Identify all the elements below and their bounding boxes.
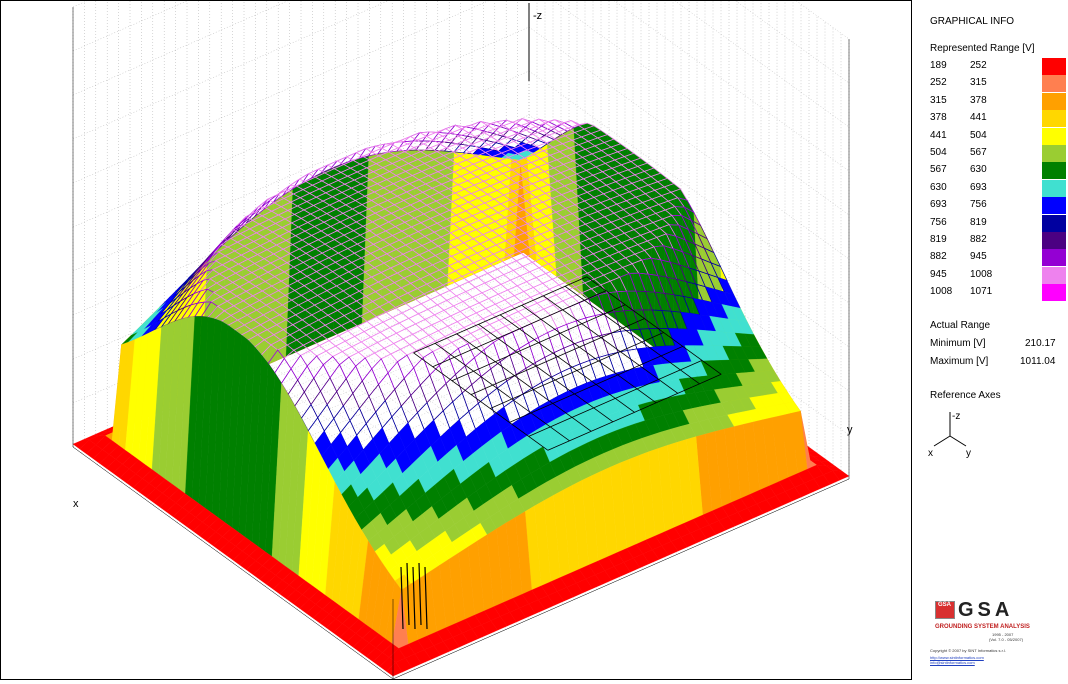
legend-from-0: 189 xyxy=(930,60,947,71)
legend-to-13: 1071 xyxy=(970,286,993,298)
legend-to-7: 693 xyxy=(970,181,987,193)
surface-cell xyxy=(386,661,403,677)
range-heading: Represented Range [V] xyxy=(930,43,1035,54)
legend-from-10: 819 xyxy=(930,234,947,245)
legend-to-4: 504 xyxy=(970,129,987,141)
legend-swatch-1 xyxy=(1042,75,1066,93)
legend-from-1: 252 xyxy=(930,77,947,89)
grounding-grid xyxy=(413,276,722,451)
legend-to-2: 378 xyxy=(970,94,987,106)
legend-swatch-8 xyxy=(1042,197,1066,215)
axis-x-label: x xyxy=(73,498,79,510)
legend-from-9: 756 xyxy=(930,216,947,228)
legend-from-13: 1008 xyxy=(930,286,953,298)
logo-website-link[interactable]: http://www.sintinformatics.com xyxy=(930,655,984,660)
reference-axis-y-label: y xyxy=(966,448,971,459)
ground-rods xyxy=(400,562,428,630)
legend-swatch-11 xyxy=(1042,249,1066,267)
panel-heading: GRAPHICAL INFO xyxy=(930,16,1015,27)
graphical-info-panel: GRAPHICAL INFO Represented Range [V] 189… xyxy=(912,0,1068,680)
logo-years: 1995 - 2007 xyxy=(992,632,1014,637)
actual-range-heading: Actual Range xyxy=(930,320,991,331)
legend-swatch-4 xyxy=(1042,127,1066,145)
legend-to-10: 882 xyxy=(970,234,987,245)
legend-swatch-3 xyxy=(1042,110,1066,128)
reference-axis-z-label: -z xyxy=(952,411,961,422)
legend-from-3: 378 xyxy=(930,112,947,124)
legend-from-4: 441 xyxy=(930,129,947,141)
reference-axes-icon xyxy=(933,412,967,447)
logo-subtitle: GROUNDING SYSTEM ANALYSIS xyxy=(935,624,1030,630)
reference-axes-heading: Reference Axes xyxy=(930,390,1001,401)
gsa-logo-text: GSA xyxy=(958,599,1014,621)
legend-swatch-12 xyxy=(1042,266,1066,284)
legend-swatch-0 xyxy=(1042,58,1066,75)
legend-from-12: 945 xyxy=(930,268,947,280)
legend-to-9: 819 xyxy=(970,216,987,228)
legend-from-6: 567 xyxy=(930,164,947,176)
logo-email-link[interactable]: info@sintinformatics.com xyxy=(930,660,975,665)
legend-swatch-7 xyxy=(1042,179,1066,197)
legend-from-2: 315 xyxy=(930,94,947,106)
legend-to-6: 630 xyxy=(970,164,987,176)
logo-copyright: Copyright © 2007 by SINT Informatics s.r… xyxy=(930,648,1006,653)
legend-to-8: 756 xyxy=(970,199,987,211)
axis-y-label: y xyxy=(847,424,853,436)
legend-from-5: 504 xyxy=(930,147,947,158)
potential-surface xyxy=(72,118,850,677)
minimum-label: Minimum [V] xyxy=(930,338,986,349)
legend-to-0: 252 xyxy=(970,60,987,71)
legend-from-7: 630 xyxy=(930,181,947,193)
surface-plot[interactable]: -z x y xyxy=(1,0,911,680)
bounding-box xyxy=(72,7,850,680)
maximum-value: 1011.04 xyxy=(1020,356,1056,367)
legend-to-12: 1008 xyxy=(970,268,993,280)
logo-version: (Vol. 7.0 - 05/2007) xyxy=(989,637,1024,642)
legend-swatch-6 xyxy=(1042,162,1066,180)
axis-z-label: -z xyxy=(533,10,542,22)
legend-swatch-13 xyxy=(1042,284,1066,302)
plot-area[interactable]: -z x y xyxy=(0,0,912,680)
legend-swatch-5 xyxy=(1042,145,1066,162)
legend-to-1: 315 xyxy=(970,77,987,89)
legend-from-11: 882 xyxy=(930,251,947,263)
maximum-label: Maximum [V] xyxy=(930,356,989,367)
legend-swatch-2 xyxy=(1042,92,1066,110)
reference-axis-x-label: x xyxy=(928,448,933,459)
minimum-value: 210.17 xyxy=(1025,338,1056,349)
legend-swatch-9 xyxy=(1042,214,1066,232)
legend-to-11: 945 xyxy=(970,251,987,263)
gsa-logo-icon: GSA xyxy=(935,601,955,619)
gsa-logo-box-text: GSA xyxy=(938,602,952,608)
legend-from-8: 693 xyxy=(930,199,947,211)
legend-to-3: 441 xyxy=(970,112,987,124)
legend-swatch-10 xyxy=(1042,232,1066,249)
legend-to-5: 567 xyxy=(970,147,987,158)
